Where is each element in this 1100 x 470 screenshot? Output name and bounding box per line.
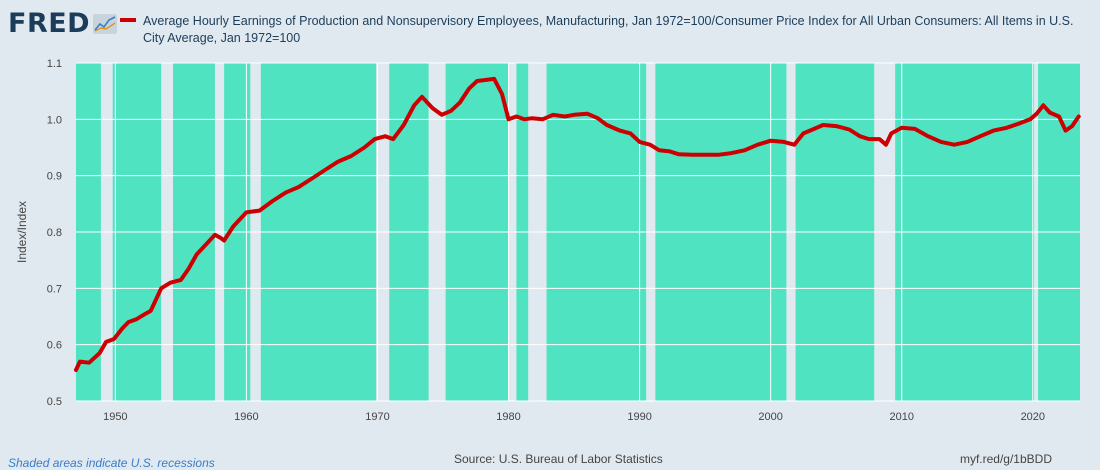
series-line [74,76,1081,372]
x-tick-label: 1980 [496,411,520,423]
fred-logo-text: FRED [8,8,91,39]
x-tick-label: 1960 [234,411,258,423]
chart-legend: Average Hourly Earnings of Production an… [120,13,1091,47]
x-tick-label: 2020 [1021,411,1045,423]
y-tick-label: 0.8 [47,227,62,239]
y-tick-label: 0.6 [47,340,62,352]
short-link[interactable]: myf.red/g/1bBDD [959,452,1052,466]
y-axis-label: Index/Index [15,201,29,263]
recession-note: Shaded areas indicate U.S. recessions [8,456,215,470]
x-tick-label: 1970 [365,411,389,423]
y-tick-label: 1.0 [47,114,62,126]
line-graph-icon [93,13,118,34]
legend-swatch [120,18,136,22]
fred-logo[interactable]: FRED [8,8,118,39]
y-tick-label: 0.9 [47,171,62,183]
x-tick-label: 2010 [890,411,914,423]
gridlines [76,62,1080,402]
x-tick-label: 1990 [627,411,651,423]
x-axis: 1950 1960 1970 1980 1990 2000 2010 2020 [103,411,1045,423]
y-tick-label: 1.1 [47,58,62,70]
y-tick-label: 0.5 [47,396,62,408]
x-tick-label: 2000 [758,411,782,423]
source-note: Source: U.S. Bureau of Labor Statistics [454,452,663,466]
legend-series-label: Average Hourly Earnings of Production an… [143,14,1074,45]
y-axis: 0.5 0.6 0.7 0.8 0.9 1.0 1.1 [47,58,62,408]
x-tick-label: 1950 [103,411,127,423]
y-tick-label: 0.7 [47,283,62,295]
